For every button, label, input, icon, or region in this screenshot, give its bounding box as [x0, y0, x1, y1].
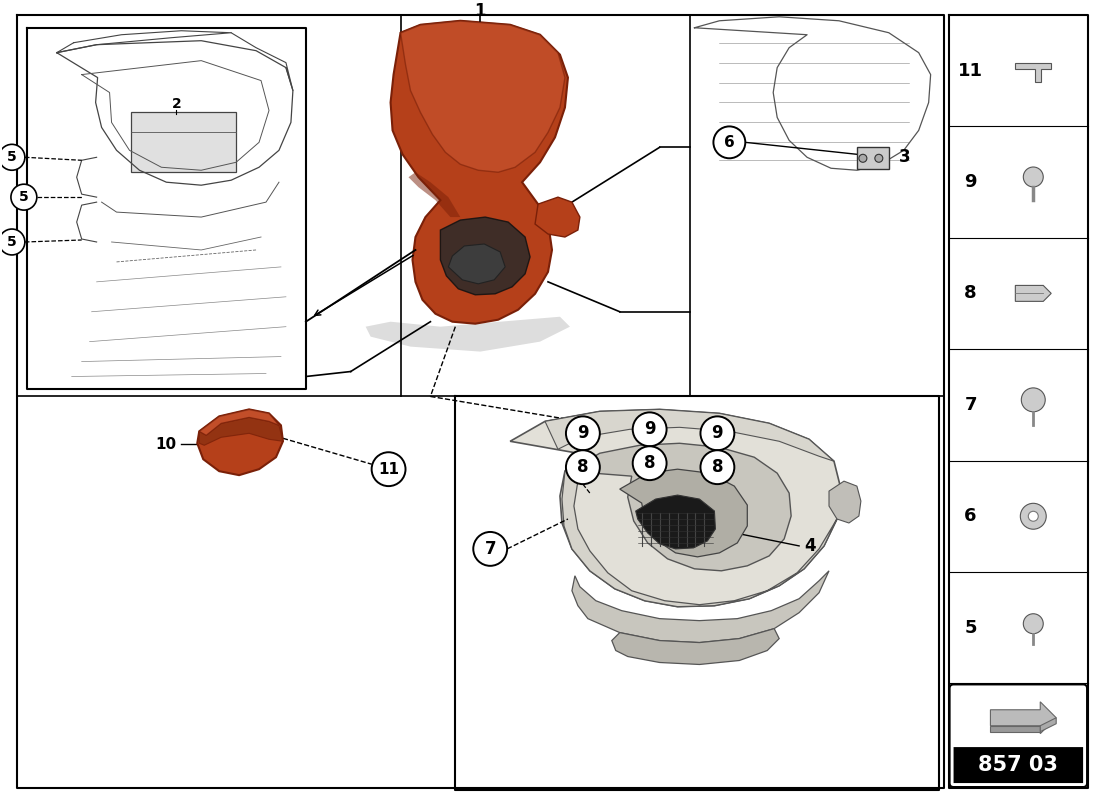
Polygon shape	[199, 410, 279, 435]
Text: 857 03: 857 03	[978, 755, 1058, 775]
Text: 6: 6	[965, 507, 977, 526]
FancyBboxPatch shape	[949, 685, 1087, 787]
Circle shape	[1023, 167, 1043, 187]
Circle shape	[372, 452, 406, 486]
Text: 5: 5	[19, 190, 29, 204]
Text: 1: 1	[474, 2, 486, 20]
Polygon shape	[572, 571, 829, 642]
Polygon shape	[197, 410, 283, 475]
Circle shape	[1021, 388, 1045, 412]
Polygon shape	[568, 443, 791, 571]
Circle shape	[0, 144, 25, 170]
Polygon shape	[562, 463, 842, 606]
Text: 7: 7	[484, 540, 496, 558]
Circle shape	[714, 126, 746, 158]
Bar	[857, 147, 889, 170]
Text: 8: 8	[712, 458, 723, 476]
Circle shape	[0, 229, 25, 255]
Polygon shape	[1015, 62, 1052, 82]
Bar	[132, 113, 236, 172]
Circle shape	[1028, 511, 1038, 522]
Circle shape	[1023, 614, 1043, 634]
Circle shape	[859, 154, 867, 162]
Text: 9: 9	[578, 424, 588, 442]
Text: 7: 7	[965, 396, 977, 414]
Text: 8: 8	[644, 454, 656, 472]
Polygon shape	[990, 726, 1041, 732]
Polygon shape	[535, 197, 580, 237]
Text: 3: 3	[899, 148, 911, 166]
Circle shape	[565, 416, 600, 450]
Polygon shape	[636, 495, 715, 549]
Circle shape	[11, 184, 36, 210]
Text: 5: 5	[7, 235, 16, 249]
Polygon shape	[829, 481, 861, 523]
Polygon shape	[612, 629, 779, 665]
Text: 11: 11	[378, 462, 399, 477]
Circle shape	[874, 154, 883, 162]
FancyBboxPatch shape	[954, 747, 1084, 783]
Text: 2: 2	[172, 98, 182, 111]
Polygon shape	[365, 317, 570, 351]
Text: 8: 8	[965, 284, 977, 302]
Polygon shape	[1041, 718, 1056, 732]
Text: 9: 9	[644, 420, 656, 438]
Text: 8: 8	[578, 458, 588, 476]
Circle shape	[565, 450, 600, 484]
Text: 11: 11	[958, 62, 983, 79]
Circle shape	[473, 532, 507, 566]
Polygon shape	[449, 244, 505, 284]
Circle shape	[701, 416, 735, 450]
Text: 4: 4	[804, 537, 816, 555]
Text: 5: 5	[7, 150, 16, 164]
Circle shape	[701, 450, 735, 484]
Polygon shape	[440, 217, 530, 294]
Polygon shape	[400, 21, 565, 172]
Text: 6: 6	[724, 135, 735, 150]
Text: 9: 9	[965, 173, 977, 191]
Circle shape	[632, 446, 667, 480]
Circle shape	[632, 412, 667, 446]
Text: 9: 9	[712, 424, 723, 442]
Polygon shape	[408, 172, 460, 217]
Circle shape	[1021, 503, 1046, 530]
Polygon shape	[544, 410, 834, 462]
Polygon shape	[199, 418, 283, 446]
Text: 10: 10	[155, 437, 176, 452]
Polygon shape	[390, 21, 568, 324]
Polygon shape	[619, 469, 747, 557]
Polygon shape	[1015, 286, 1052, 302]
Polygon shape	[510, 410, 842, 606]
Polygon shape	[990, 702, 1056, 734]
Text: 5: 5	[965, 618, 977, 637]
